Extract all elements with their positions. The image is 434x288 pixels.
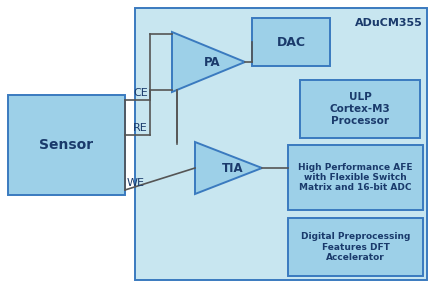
Text: DAC: DAC	[276, 35, 305, 48]
Text: ADuCM355: ADuCM355	[355, 18, 422, 28]
Polygon shape	[171, 32, 244, 92]
Text: CE: CE	[133, 88, 148, 98]
FancyBboxPatch shape	[135, 8, 426, 280]
Text: RE: RE	[133, 123, 148, 133]
FancyBboxPatch shape	[8, 95, 125, 195]
Text: Digital Preprocessing
Features DFT
Accelerator: Digital Preprocessing Features DFT Accel…	[300, 232, 409, 262]
Text: TIA: TIA	[221, 162, 243, 175]
FancyBboxPatch shape	[251, 18, 329, 66]
Text: High Performance AFE
with Flexible Switch
Matrix and 16-bit ADC: High Performance AFE with Flexible Switc…	[298, 163, 412, 192]
FancyBboxPatch shape	[287, 145, 422, 210]
FancyBboxPatch shape	[299, 80, 419, 138]
Text: Sensor: Sensor	[39, 138, 93, 152]
Text: ULP
Cortex-M3
Processor: ULP Cortex-M3 Processor	[329, 92, 389, 126]
FancyBboxPatch shape	[287, 218, 422, 276]
Text: WE: WE	[127, 178, 145, 188]
Polygon shape	[194, 142, 261, 194]
Text: PA: PA	[204, 56, 220, 69]
